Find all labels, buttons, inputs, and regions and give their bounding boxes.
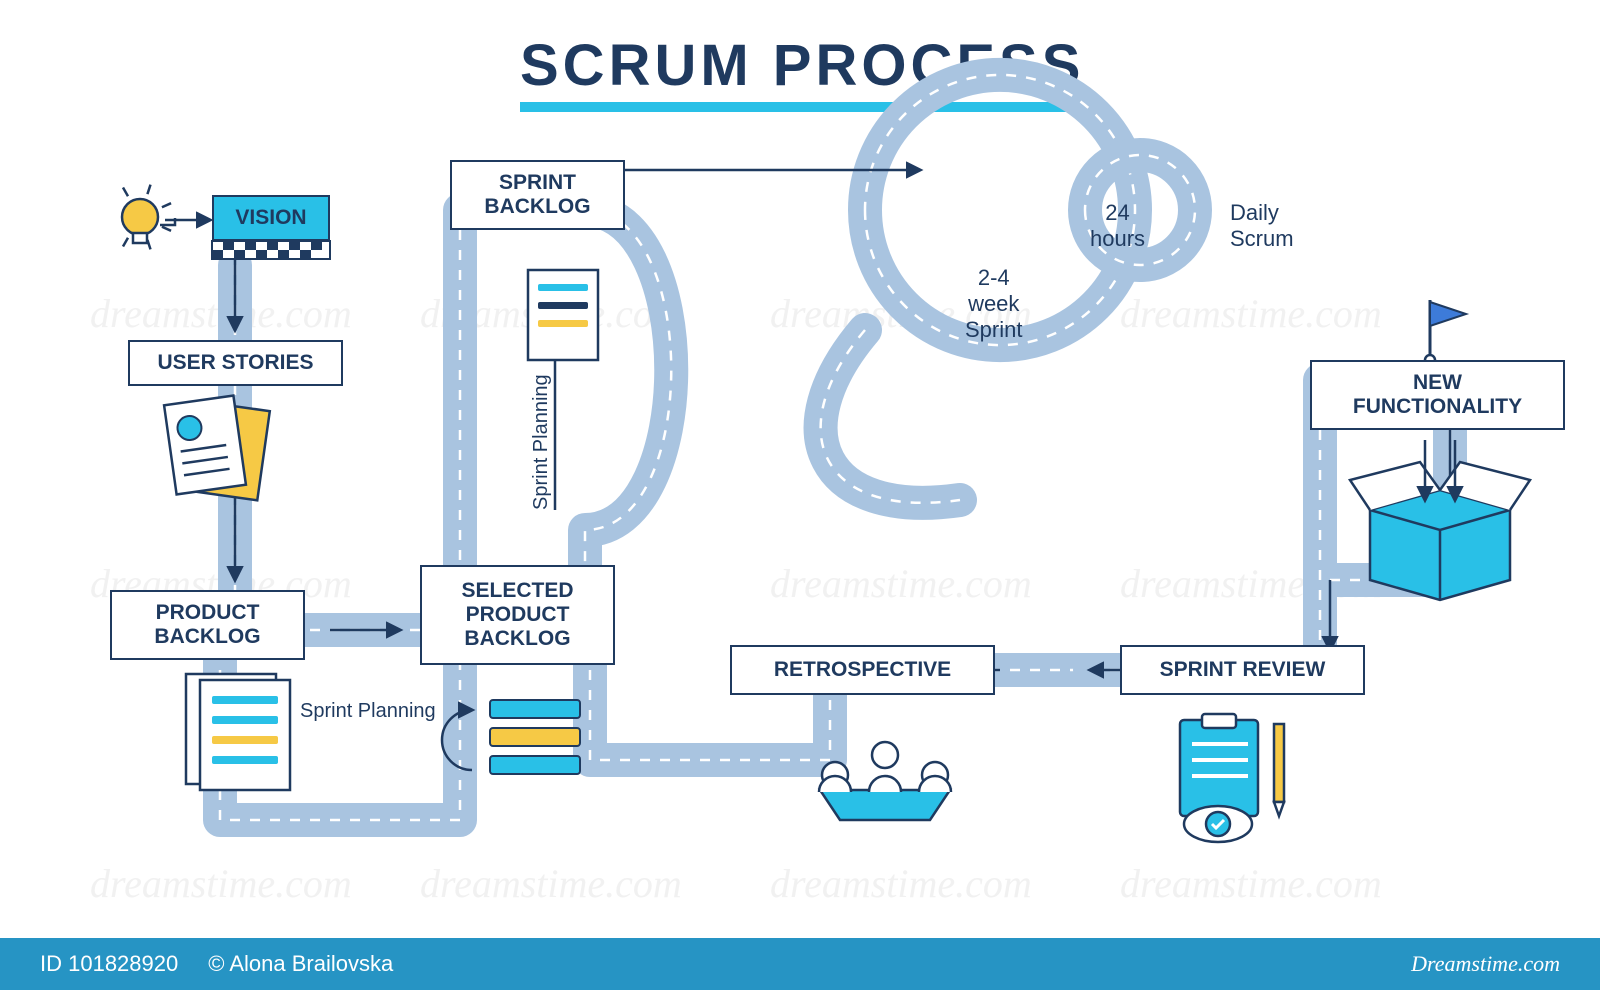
- box-product-backlog: PRODUCTBACKLOG: [110, 590, 305, 660]
- box-retrospective-label: RETROSPECTIVE: [774, 658, 951, 682]
- footer-bar: ID 101828920 © Alona Brailovska Dreamsti…: [0, 938, 1600, 990]
- box-user-stories: USER STORIES: [128, 340, 343, 386]
- box-new-functionality: NEWFUNCTIONALITY: [1310, 360, 1565, 430]
- label-sprint-planning: Sprint Planning: [300, 700, 436, 723]
- box-vision: VISION: [212, 195, 330, 241]
- box-selected-product-backlog: SELECTEDPRODUCTBACKLOG: [420, 565, 615, 665]
- label-sprint-center: 2-4weekSprint: [965, 265, 1022, 343]
- footer-site: Dreamstime.com: [1411, 951, 1560, 977]
- box-sprint-review: SPRINT REVIEW: [1120, 645, 1365, 695]
- footer-copyright: © Alona Brailovska: [208, 951, 393, 977]
- label-sprint-planning-vertical: Sprint Planning: [530, 374, 553, 510]
- label-daily-scrum: DailyScrum: [1230, 200, 1294, 252]
- box-sprint-backlog: SPRINTBACKLOG: [450, 160, 625, 230]
- box-retrospective: RETROSPECTIVE: [730, 645, 995, 695]
- box-product-backlog-label: PRODUCTBACKLOG: [154, 601, 260, 649]
- label-daily-hours: 24hours: [1090, 200, 1145, 252]
- diagram-canvas: [0, 0, 1600, 990]
- footer-id: ID 101828920: [40, 951, 178, 977]
- box-vision-label: VISION: [235, 206, 306, 230]
- box-sprint-review-label: SPRINT REVIEW: [1160, 658, 1326, 682]
- box-new-functionality-label: NEWFUNCTIONALITY: [1353, 371, 1522, 419]
- box-user-stories-label: USER STORIES: [158, 351, 314, 375]
- box-selected-product-backlog-label: SELECTEDPRODUCTBACKLOG: [461, 579, 573, 651]
- box-sprint-backlog-label: SPRINTBACKLOG: [484, 171, 590, 219]
